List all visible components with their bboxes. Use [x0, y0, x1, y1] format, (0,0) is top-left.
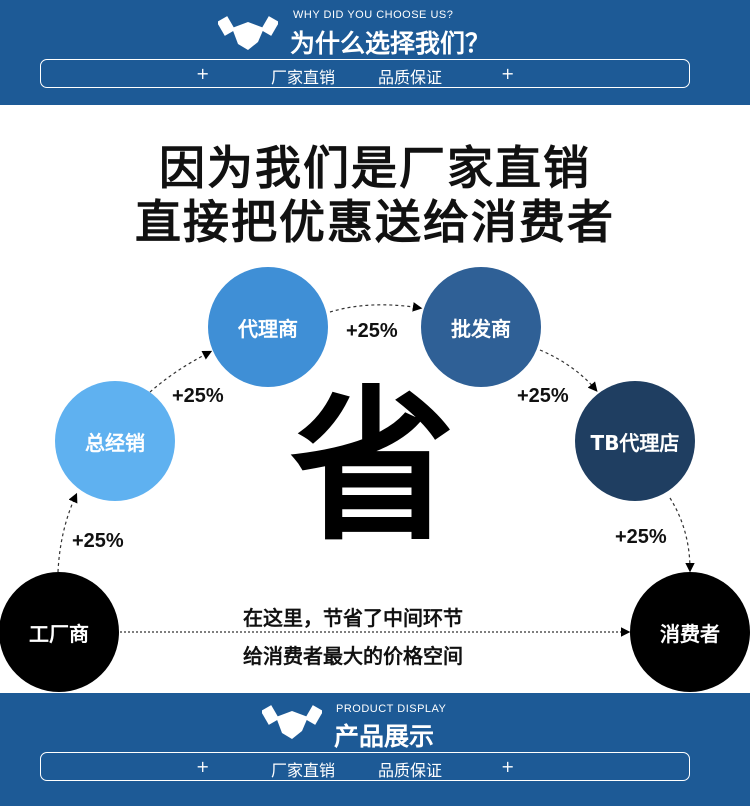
- headline-line1: 因为我们是厂家直销: [159, 141, 591, 195]
- markup-label: +25%: [172, 385, 224, 407]
- plus-icon: +: [196, 64, 210, 83]
- node-wholesaler: 批发商: [421, 267, 541, 387]
- footer-subtitle: PRODUCT DISPLAY: [336, 703, 447, 715]
- bar-item-quality: 品质保证: [378, 761, 443, 780]
- bar-item-factory-direct: 厂家直销: [271, 68, 336, 87]
- markup-label: +25%: [346, 320, 398, 342]
- message-line2: 给消费者最大的价格空间: [243, 644, 463, 668]
- markup-label: +25%: [72, 530, 124, 552]
- footer-bar: + 厂家直销 品质保证 +: [40, 752, 690, 781]
- footer-banner: PRODUCT DISPLAY 产品展示 + 厂家直销 品质保证 +: [0, 693, 750, 806]
- save-character: 省: [290, 371, 455, 563]
- handshake-icon: [218, 16, 278, 50]
- arrow: [329, 302, 423, 313]
- node-agent: 代理商: [208, 267, 328, 387]
- markup-label: +25%: [615, 526, 667, 548]
- arrow: [669, 497, 695, 573]
- handshake-icon: [262, 705, 322, 739]
- header-title: 为什么选择我们？: [290, 29, 491, 58]
- markup-label: +25%: [517, 385, 569, 407]
- headline-line2: 直接把优惠送给消费者: [135, 195, 615, 249]
- node-factory: 工厂商: [0, 572, 119, 692]
- node-general-distributor: 总经销: [55, 381, 175, 501]
- node-consumer: 消费者: [630, 572, 750, 692]
- node-tb-agent-store: TB代理店: [575, 381, 695, 501]
- plus-icon: +: [501, 757, 515, 776]
- arrow: [149, 350, 213, 393]
- arrow: [57, 492, 78, 573]
- plus-icon: +: [501, 64, 515, 83]
- header-bar: + 厂家直销 品质保证 +: [40, 59, 690, 88]
- header-banner: WHY DID YOU CHOOSE US? 为什么选择我们？ + 厂家直销 品…: [0, 0, 750, 105]
- arrow: [539, 349, 598, 392]
- header-subtitle: WHY DID YOU CHOOSE US?: [293, 9, 454, 21]
- bar-item-factory-direct: 厂家直销: [271, 761, 336, 780]
- plus-icon: +: [196, 757, 210, 776]
- message-line1: 在这里，节省了中间环节: [243, 606, 463, 630]
- bar-item-quality: 品质保证: [378, 68, 443, 87]
- footer-title: 产品展示: [334, 722, 435, 751]
